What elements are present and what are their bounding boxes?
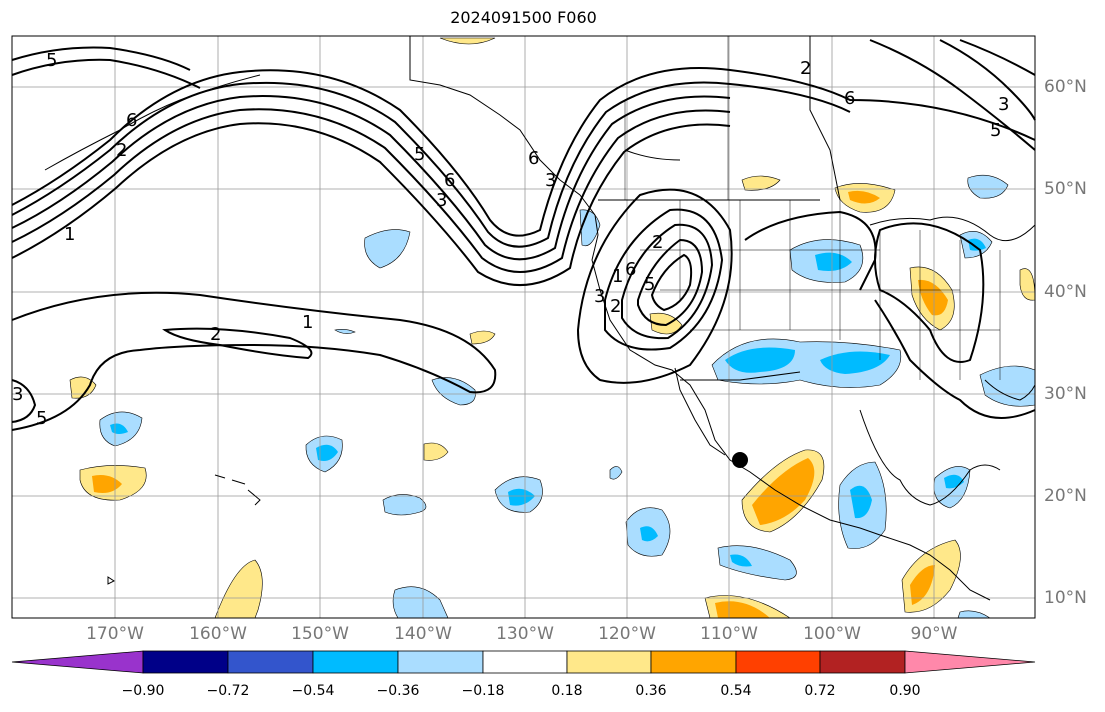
contour-label: 5 xyxy=(414,144,425,165)
lat-tick-label: 10°N xyxy=(1044,588,1087,608)
contour-label: 2 xyxy=(116,140,127,161)
contour-label: 2 xyxy=(800,58,811,79)
lat-tick-label: 20°N xyxy=(1044,486,1087,506)
colorbar-segment xyxy=(397,650,484,674)
contour-label: 3 xyxy=(545,170,556,191)
contour-label: 3 xyxy=(998,94,1009,115)
map-title: 2024091500 F060 xyxy=(450,8,597,27)
colorbar-segment xyxy=(142,650,229,674)
colorbar-label: −0.72 xyxy=(206,683,250,699)
lon-tick-label: 130°W xyxy=(496,624,554,644)
contour-label: 3 xyxy=(436,190,447,211)
contour-label: 3 xyxy=(12,384,23,405)
contour-label: 6 xyxy=(844,88,855,109)
colorbar-segment xyxy=(482,650,568,674)
lon-tick-label: 110°W xyxy=(700,624,758,644)
contour-label: 2 xyxy=(610,296,621,317)
anomaly-fills xyxy=(69,37,1036,619)
lat-tick-label: 60°N xyxy=(1044,77,1087,97)
lon-tick-label: 150°W xyxy=(291,624,349,644)
colorbar-segment xyxy=(819,650,906,674)
contour-label: 5 xyxy=(46,50,57,71)
colorbar-label: 0.36 xyxy=(635,683,667,699)
colorbar-segment xyxy=(312,650,399,674)
colorbar-segment xyxy=(735,650,821,674)
lon-tick-label: 120°W xyxy=(598,624,656,644)
contour-label: 6 xyxy=(528,148,539,169)
lon-tick-label: 100°W xyxy=(803,624,861,644)
pacific-islands xyxy=(107,474,261,585)
contour-label: 6 xyxy=(126,110,137,131)
colorbar-label: −0.90 xyxy=(121,683,165,699)
contour-labels: 5 6 2 1 5 6 3 1 2 3 5 6 3 2 1 3 2 6 5 2 … xyxy=(12,50,1009,429)
contour-label: 2 xyxy=(652,232,663,253)
colorbar-label: 0.90 xyxy=(889,683,921,699)
colorbar-segment xyxy=(904,650,1036,674)
colorbar-label: −0.54 xyxy=(291,683,335,699)
colorbar-label: 0.72 xyxy=(804,683,836,699)
contour-label: 3 xyxy=(594,286,605,307)
contour-label: 1 xyxy=(64,224,75,245)
colorbar-segment xyxy=(227,650,314,674)
lon-tick-label: 160°W xyxy=(189,624,247,644)
colorbar-segment xyxy=(566,650,652,674)
colorbar-label: 0.54 xyxy=(720,683,752,699)
lon-tick-label: 140°W xyxy=(394,624,452,644)
contour-label: 6 xyxy=(625,259,636,280)
lon-tick-label: 90°W xyxy=(910,624,958,644)
station-marker xyxy=(732,452,748,468)
colorbar xyxy=(11,650,1036,674)
lon-tick-label: 170°W xyxy=(86,624,144,644)
contour-label: 5 xyxy=(36,408,47,429)
contour-label: 5 xyxy=(644,274,655,295)
colorbar-segment xyxy=(11,650,144,674)
colorbar-label: −0.36 xyxy=(376,683,420,699)
colorbar-label: −0.18 xyxy=(461,683,505,699)
lat-tick-label: 50°N xyxy=(1044,179,1087,199)
contour-label: 1 xyxy=(302,312,313,333)
colorbar-label: 0.18 xyxy=(551,683,583,699)
lat-tick-label: 40°N xyxy=(1044,282,1087,302)
contour-label: 2 xyxy=(210,324,221,345)
contour-label: 6 xyxy=(444,170,455,191)
contour-label: 5 xyxy=(990,120,1001,141)
lat-tick-label: 30°N xyxy=(1044,384,1087,404)
colorbar-segment xyxy=(650,650,737,674)
map-panel: 5 6 2 1 5 6 3 1 2 3 5 6 3 2 1 3 2 6 5 2 … xyxy=(11,35,1036,619)
contour-lines xyxy=(11,39,1036,431)
contour-label: 1 xyxy=(612,266,623,287)
